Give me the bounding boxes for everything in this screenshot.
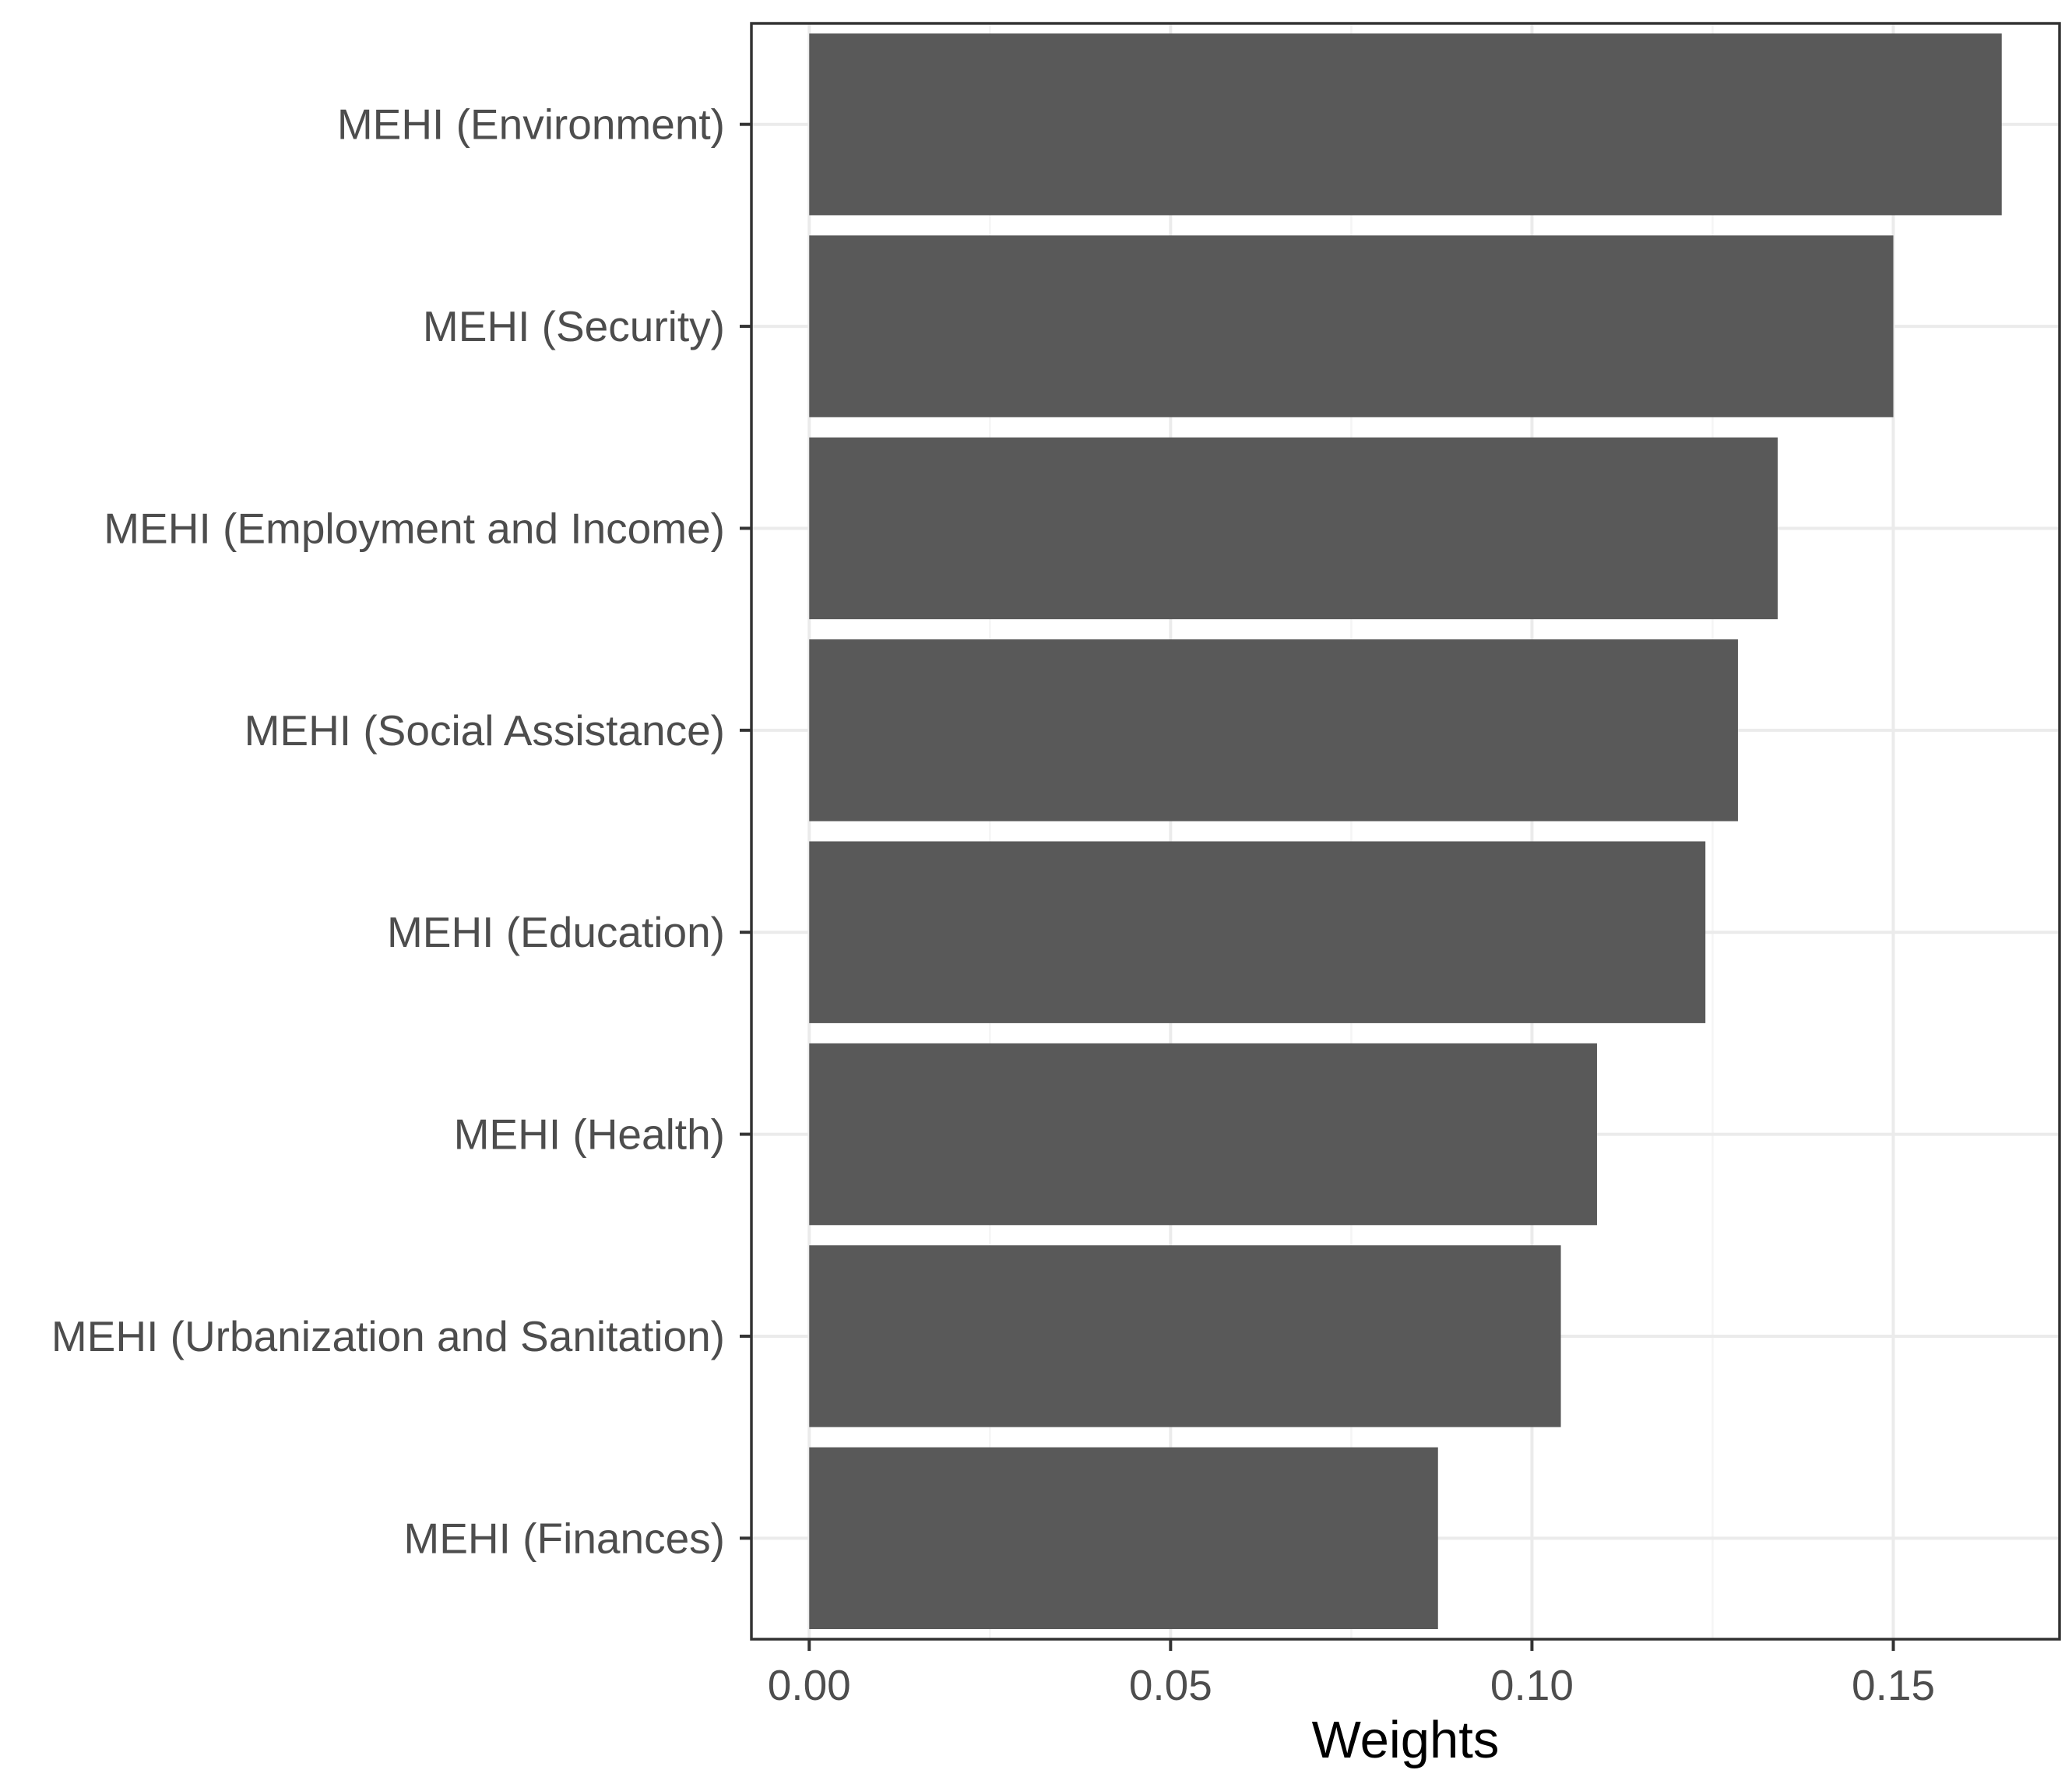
bar [809,639,1738,822]
y-tick-label: MEHI (Health) [454,1110,725,1159]
x-tick-label: 0.10 [1490,1661,1574,1709]
x-tick-label: 0.05 [1129,1661,1212,1709]
panel-border [750,22,2061,1641]
y-tick-label: MEHI (Social Assistance) [244,706,725,755]
bar [809,841,1706,1023]
bar [809,1043,1597,1226]
y-axis: MEHI (Environment) MEHI (Security) MEHI (E… [51,100,751,1562]
x-axis-title: Weights [1312,1711,1500,1769]
bar [809,1245,1561,1427]
bars [809,33,2002,1630]
y-tick-label: MEHI (Urbanization and Sanitation) [51,1312,725,1360]
y-tick-label: MEHI (Finances) [403,1514,725,1562]
y-tick-label: MEHI (Employment and Income) [104,504,725,552]
x-axis: 0.00 0.05 0.10 0.15 [768,1639,1935,1709]
bar [809,235,1894,417]
bar [809,1447,1438,1630]
bar [809,33,2002,216]
y-tick-label: MEHI (Education) [387,908,725,956]
x-tick-label: 0.15 [1852,1661,1935,1709]
x-tick-label: 0.00 [768,1661,851,1709]
bar [809,437,1778,620]
y-tick-label: MEHI (Security) [423,302,725,350]
y-tick-label: MEHI (Environment) [337,100,725,149]
